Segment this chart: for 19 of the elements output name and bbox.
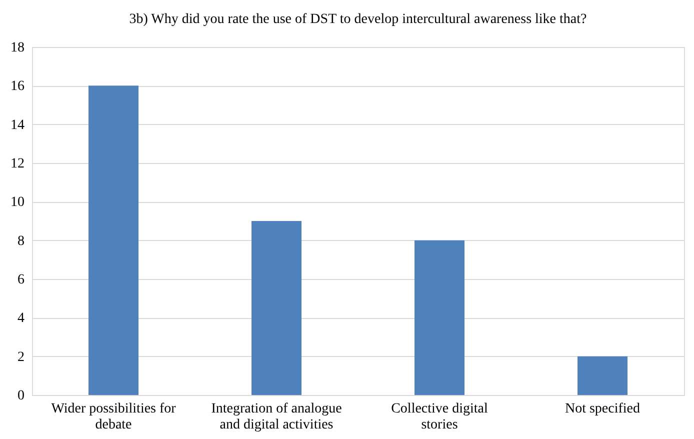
y-tick-label: 14 xyxy=(10,118,24,133)
y-tick-label: 0 xyxy=(18,388,24,404)
y-tick-label: 12 xyxy=(10,156,24,172)
y-tick-label: 8 xyxy=(18,234,24,249)
bar xyxy=(578,356,628,395)
chart-title: 3b) Why did you rate the use of DST to develop intercultural awareness like that? xyxy=(129,12,587,27)
y-tick-label: 2 xyxy=(18,350,24,365)
bar xyxy=(88,86,138,395)
x-tick-label: Wider possibilities for debate xyxy=(51,402,176,432)
bar xyxy=(252,221,302,395)
y-tick-label: 18 xyxy=(10,40,24,56)
x-tick-label: Collective digital stories xyxy=(391,402,488,432)
y-tick-label: 16 xyxy=(10,79,24,94)
x-tick-label: Integration of analogue and digital activities xyxy=(211,402,342,432)
y-tick-label: 4 xyxy=(18,311,24,326)
y-tick-label: 6 xyxy=(18,272,24,288)
x-tick-label: Not specified xyxy=(564,402,640,416)
y-tick-label: 10 xyxy=(10,195,24,210)
bar xyxy=(414,240,464,395)
